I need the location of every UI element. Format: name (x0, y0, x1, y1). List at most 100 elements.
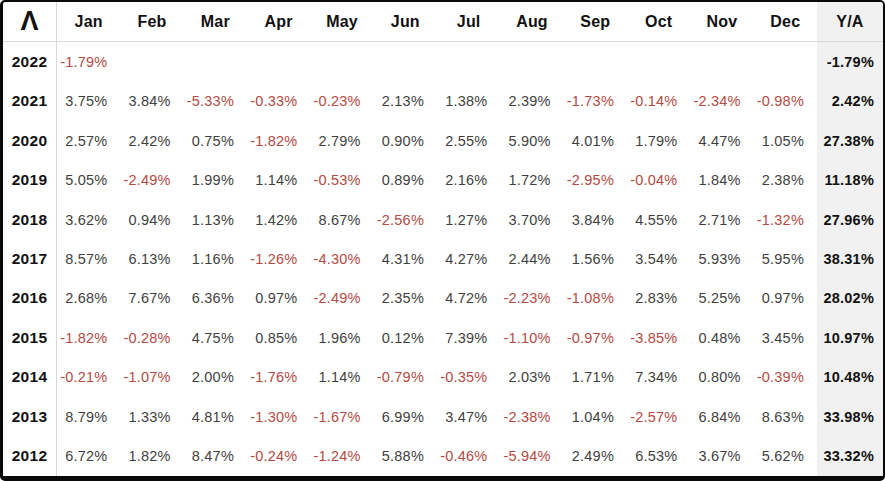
return-cell: -2.23% (500, 279, 563, 318)
return-cell: 1.14% (310, 358, 373, 397)
year-label: 2013 (3, 397, 57, 436)
return-cell: -0.46% (437, 437, 500, 476)
return-cell: 2.68% (57, 279, 120, 318)
ya-return-cell: 10.48% (817, 358, 883, 397)
return-cell: 3.70% (500, 200, 563, 239)
return-cell: -0.33% (247, 81, 310, 120)
return-cell: 5.05% (57, 160, 120, 199)
return-cell: 6.53% (627, 437, 690, 476)
year-label: 2015 (3, 318, 57, 357)
return-cell: 2.49% (564, 437, 627, 476)
ya-return-cell: 27.96% (817, 200, 883, 239)
return-cell: 3.84% (120, 81, 183, 120)
return-cell: -1.24% (310, 437, 373, 476)
return-cell (247, 42, 310, 81)
return-cell: 4.72% (437, 279, 500, 318)
return-cell: 0.94% (120, 200, 183, 239)
ya-return-cell: -1.79% (817, 42, 883, 81)
return-cell: -0.04% (627, 160, 690, 199)
ya-return-cell: 27.38% (817, 121, 883, 160)
return-cell: -1.26% (247, 239, 310, 278)
return-cell: 4.47% (690, 121, 753, 160)
month-header-apr: Apr (247, 2, 310, 42)
return-cell: 2.57% (57, 121, 120, 160)
year-label: 2016 (3, 279, 57, 318)
return-cell: 6.72% (57, 437, 120, 476)
return-cell: 1.84% (690, 160, 753, 199)
return-cell: 1.13% (184, 200, 247, 239)
return-cell: 5.88% (374, 437, 437, 476)
return-cell (754, 42, 817, 81)
return-cell: 1.99% (184, 160, 247, 199)
return-cell: -1.10% (500, 318, 563, 357)
lambda-logo-icon: Λ (20, 7, 38, 35)
return-cell: 0.85% (247, 318, 310, 357)
return-cell: 1.56% (564, 239, 627, 278)
return-cell: 0.75% (184, 121, 247, 160)
month-header-jul: Jul (437, 2, 500, 42)
return-cell: -2.56% (374, 200, 437, 239)
return-cell (564, 42, 627, 81)
month-header-dec: Dec (754, 2, 817, 42)
return-cell: -0.79% (374, 358, 437, 397)
return-cell (437, 42, 500, 81)
return-cell: 1.05% (754, 121, 817, 160)
year-label: 2022 (3, 42, 57, 81)
return-cell: 0.89% (374, 160, 437, 199)
return-cell: 4.31% (374, 239, 437, 278)
return-cell: 0.48% (690, 318, 753, 357)
return-cell: 8.57% (57, 239, 120, 278)
return-cell: -0.14% (627, 81, 690, 120)
return-cell (310, 42, 373, 81)
ya-return-cell: 10.97% (817, 318, 883, 357)
return-cell: 0.90% (374, 121, 437, 160)
return-cell: -1.08% (564, 279, 627, 318)
ya-return-cell: 2.42% (817, 81, 883, 120)
return-cell: 3.47% (437, 397, 500, 436)
return-cell: 2.35% (374, 279, 437, 318)
return-cell: -0.98% (754, 81, 817, 120)
return-cell: 4.75% (184, 318, 247, 357)
return-cell: 4.81% (184, 397, 247, 436)
return-cell: 5.62% (754, 437, 817, 476)
month-header-aug: Aug (500, 2, 563, 42)
return-cell: 5.93% (690, 239, 753, 278)
return-cell: 0.97% (247, 279, 310, 318)
ya-return-cell: 33.98% (817, 397, 883, 436)
return-cell: -2.57% (627, 397, 690, 436)
return-cell: -5.33% (184, 81, 247, 120)
return-cell: 8.67% (310, 200, 373, 239)
return-cell: 1.71% (564, 358, 627, 397)
return-cell: 2.44% (500, 239, 563, 278)
return-cell: 8.47% (184, 437, 247, 476)
return-cell: 2.79% (310, 121, 373, 160)
return-cell: 1.96% (310, 318, 373, 357)
ya-return-cell: 33.32% (817, 437, 883, 476)
return-cell: 2.16% (437, 160, 500, 199)
return-cell: -0.97% (564, 318, 627, 357)
return-cell: -2.34% (690, 81, 753, 120)
return-cell: 1.38% (437, 81, 500, 120)
return-cell: 1.27% (437, 200, 500, 239)
return-cell: 4.27% (437, 239, 500, 278)
return-cell: 6.13% (120, 239, 183, 278)
return-cell: -2.49% (310, 279, 373, 318)
return-cell: 2.55% (437, 121, 500, 160)
return-cell: 3.67% (690, 437, 753, 476)
return-cell: 3.84% (564, 200, 627, 239)
return-cell (374, 42, 437, 81)
return-cell: 6.36% (184, 279, 247, 318)
return-cell: -0.21% (57, 358, 120, 397)
return-cell: -3.85% (627, 318, 690, 357)
month-header-nov: Nov (690, 2, 753, 42)
return-cell: 2.00% (184, 358, 247, 397)
return-cell: -5.94% (500, 437, 563, 476)
return-cell: 2.39% (500, 81, 563, 120)
month-header-mar: Mar (184, 2, 247, 42)
return-cell: 2.13% (374, 81, 437, 120)
year-label: 2021 (3, 81, 57, 120)
return-cell: -1.79% (57, 42, 120, 81)
ya-return-cell: 11.18% (817, 160, 883, 199)
return-cell: -1.82% (57, 318, 120, 357)
return-cell: 5.95% (754, 239, 817, 278)
